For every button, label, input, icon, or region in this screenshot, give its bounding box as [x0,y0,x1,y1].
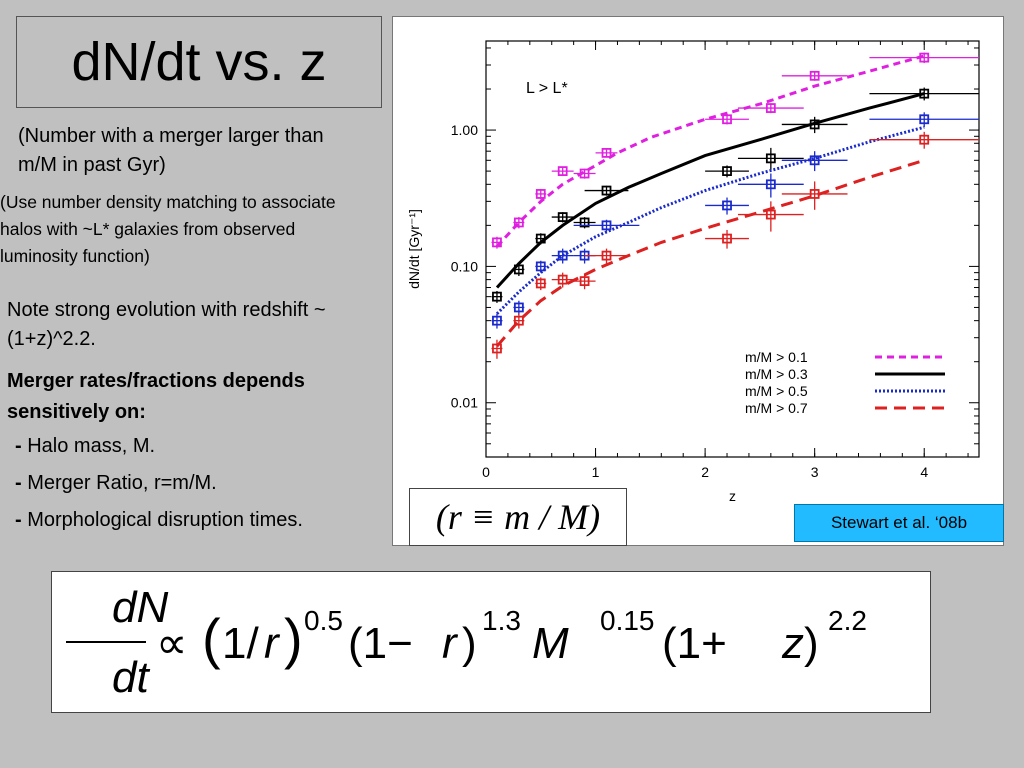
formula-text: r [442,619,459,668]
x-tick-label: 3 [811,464,819,480]
legend-label: m/M > 0.3 [745,366,808,382]
data-point [809,155,820,166]
list-item: - Merger Ratio, r=m/M. [7,465,392,502]
data-point [513,315,524,326]
bullet-text: Morphological disruption times. [27,509,303,531]
paren: ) [284,607,303,670]
x-tick-label: 2 [701,464,709,480]
data-point [919,52,930,63]
x-tick-label: 0 [482,464,490,480]
data-point [492,237,502,248]
formula-text: M [532,619,569,668]
data-point [557,166,568,177]
exponent: 1.3 [482,605,521,636]
data-point [809,119,820,130]
data-point [557,212,568,222]
series-model-line [495,158,925,348]
data-point [535,189,546,199]
bullet-dash: - [15,472,22,494]
data-point [765,209,776,220]
chart-svg: 0 1 2 3 4 0.01 0.10 1.00 z dN/dt [Gyr⁻¹] L > L* m/M… [406,40,980,504]
formula-text: (1+ [662,619,727,668]
formula-text: (1− [348,619,413,668]
legend-label: m/M > 0.5 [745,383,808,399]
data-point [809,189,820,199]
y-axis-label: dN/dt [Gyr⁻¹] [406,209,422,289]
formula-text: 1/ [222,619,259,668]
note-redshift-evolution: Note strong evolution with redshift ~ (1… [7,299,326,350]
proportional-symbol: ∝ [156,619,187,668]
legend-label: m/M > 0.7 [745,400,808,416]
data-point [513,302,524,313]
data-point [557,250,568,261]
bullet-text: Merger Ratio, r=m/M. [27,472,217,494]
y-tick-label: 1.00 [451,122,478,138]
note-merger-definition: (Number with a merger larger than m/M in… [18,125,324,176]
data-point [919,134,930,145]
y-tick-label: 0.10 [451,258,478,274]
x-axis-label: z [729,488,736,504]
formula-text: r [264,619,281,668]
y-tick-label: 0.01 [451,395,478,411]
formula-svg: dN dt ∝ ( 1/ r ) 0.5 (1− r ) 1.3 M 0.15 … [66,583,867,702]
data-point [765,153,776,164]
data-point [601,185,612,196]
slide-title: dN/dt vs. z [16,16,382,108]
data-point [492,343,502,354]
luminosity-annotation: L > L* [526,80,568,97]
exponent: 0.5 [304,605,343,636]
formula-text: ) [804,619,819,668]
data-point [535,261,546,272]
data-point [722,166,732,177]
list-item: - Morphological disruption times. [7,502,392,539]
merger-rate-formula: dN dt ∝ ( 1/ r ) 0.5 (1− r ) 1.3 M 0.15 … [51,571,931,713]
dependencies-list: Merger rates/fractions depends sensitive… [7,366,392,539]
data-point [809,70,820,81]
data-point [513,264,524,275]
data-point [557,274,568,285]
formula-text: ) [462,619,477,668]
citation-badge: Stewart et al. ‘08b [794,504,1004,542]
bullet-dash: - [15,509,22,531]
formula-denominator: dt [112,653,150,702]
bullet-dash: - [15,435,22,457]
data-point [492,315,502,326]
data-point [765,179,776,190]
series-model-line [495,54,925,248]
exponent: 2.2 [828,605,867,636]
data-point [765,103,776,113]
ratio-definition: (r ≡ m / M) [409,488,627,546]
data-point [492,291,502,302]
data-point [601,220,612,231]
data-point [579,276,590,287]
series-model-line [495,125,925,315]
series-model-line [495,92,925,289]
data-point [722,200,732,211]
data-point [919,114,930,125]
data-point [601,147,612,158]
data-point [722,233,732,244]
data-point [535,278,546,289]
data-point [513,217,524,228]
data-point [919,88,930,99]
dependencies-heading: Merger rates/fractions depends sensitive… [7,370,305,423]
formula-numerator: dN [112,583,168,632]
x-tick-label: 1 [592,464,600,480]
paren: ( [202,607,221,670]
x-tick-label: 4 [920,464,928,480]
note-number-density: (Use number density matching to associat… [0,192,336,266]
data-point [601,250,612,261]
bullet-text: Halo mass, M. [27,435,156,457]
data-point [579,217,590,228]
legend-label: m/M > 0.1 [745,349,808,365]
data-point [722,114,732,125]
merger-rate-chart: 0 1 2 3 4 0.01 0.10 1.00 z dN/dt [Gyr⁻¹] L > L* m/M… [392,16,1004,546]
plot-frame [485,40,980,458]
exponent: 0.15 [600,605,655,636]
data-point [535,233,546,244]
data-point [579,168,590,179]
formula-text: z [781,619,804,668]
list-item: - Halo mass, M. [7,428,392,465]
